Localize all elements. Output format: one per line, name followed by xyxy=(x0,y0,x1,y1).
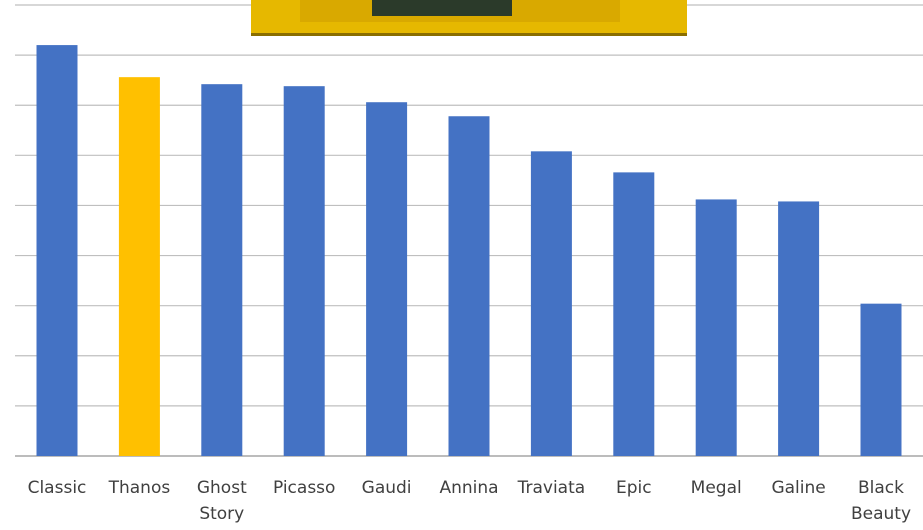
category-label-line: Megal xyxy=(691,478,742,498)
bar-thanos xyxy=(118,77,160,456)
bar-ghost-story xyxy=(201,84,243,457)
category-labels: Classic Thanos Ghost Story Picasso Gaudi Annin… xyxy=(28,478,911,524)
category-label-line: Gaudi xyxy=(362,478,412,498)
bar-black-beauty xyxy=(860,303,902,456)
bar-classic xyxy=(36,45,78,456)
category-label-line: Beauty xyxy=(851,504,911,524)
category-label-line: Classic xyxy=(28,478,87,498)
category-label-classic: Classic xyxy=(28,478,87,498)
bar-galine xyxy=(778,201,820,456)
bar-gaudi xyxy=(366,102,408,457)
category-label-epic: Epic xyxy=(616,478,652,498)
category-label-line: Galine xyxy=(771,478,825,498)
bar-epic xyxy=(613,172,655,457)
category-label-line: Ghost xyxy=(197,478,247,498)
category-label-traviata: Traviata xyxy=(517,478,586,498)
category-label-line: Traviata xyxy=(517,478,586,498)
bar-megal xyxy=(695,199,737,457)
category-label-thanos: Thanos xyxy=(108,478,171,498)
category-label-picasso: Picasso xyxy=(273,478,335,498)
bar-picasso xyxy=(283,86,325,457)
category-label-black-beauty: Black Beauty xyxy=(851,478,911,524)
category-label-line: Story xyxy=(199,504,244,524)
bar-annina xyxy=(448,116,490,456)
category-label-megal: Megal xyxy=(691,478,742,498)
category-label-line: Thanos xyxy=(108,478,171,498)
photo-bottom-edge xyxy=(251,33,687,36)
category-label-line: Epic xyxy=(616,478,652,498)
photo-dark-detail xyxy=(372,0,512,16)
category-label-galine: Galine xyxy=(771,478,825,498)
category-label-gaudi: Gaudi xyxy=(362,478,412,498)
photo-thumbnail-icon xyxy=(251,0,687,36)
category-label-annina: Annina xyxy=(439,478,498,498)
bar-layer xyxy=(36,45,902,457)
category-label-line: Black xyxy=(858,478,904,498)
category-label-line: Annina xyxy=(439,478,498,498)
bar-traviata xyxy=(530,151,572,456)
category-label-ghost-story: Ghost Story xyxy=(197,478,247,524)
category-label-line: Picasso xyxy=(273,478,335,498)
